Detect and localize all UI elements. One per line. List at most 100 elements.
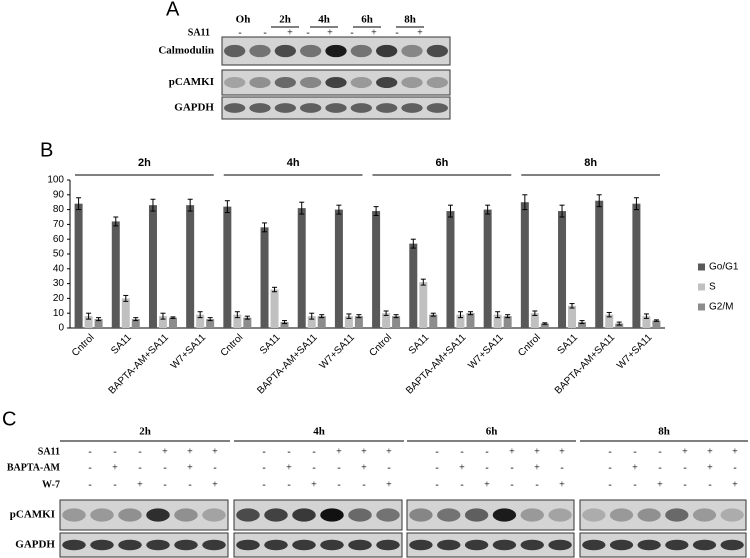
sign: - [510, 479, 513, 490]
error-bar [633, 197, 639, 211]
error-bar [336, 204, 342, 215]
time-label: 6h [361, 14, 373, 26]
group-label: 2h [138, 157, 151, 169]
bar [540, 323, 549, 328]
sign: + [682, 446, 688, 457]
bar [317, 316, 326, 328]
error-bar [410, 238, 416, 249]
panel-label: B [40, 139, 53, 161]
panel-label: A [166, 0, 180, 20]
band [249, 103, 271, 113]
sign: - [163, 479, 166, 490]
sign: - [362, 479, 365, 490]
band [376, 103, 398, 113]
sign: - [312, 446, 315, 457]
error-bar [319, 314, 325, 319]
sign: - [88, 479, 91, 490]
band [401, 44, 423, 58]
blot [233, 499, 403, 531]
sign: - [262, 479, 265, 490]
bar [196, 314, 205, 328]
error-bar [244, 315, 250, 320]
x-tick-label: SA11 [555, 332, 580, 357]
bar [530, 313, 539, 328]
sign: - [560, 462, 563, 473]
sign: + [137, 479, 143, 490]
bar [372, 211, 381, 328]
sign: + [534, 462, 540, 473]
bar [409, 243, 418, 328]
bar [456, 314, 465, 328]
sign: - [163, 462, 166, 473]
band [376, 508, 400, 522]
sign: - [608, 446, 611, 457]
bar [568, 305, 577, 328]
band [300, 77, 322, 88]
time-label: 2h [139, 426, 151, 438]
sign: + [287, 27, 293, 38]
bar [233, 314, 242, 328]
error-bar [346, 313, 352, 319]
band [224, 44, 246, 58]
band [376, 539, 400, 551]
sign: - [88, 462, 91, 473]
sign: - [262, 462, 265, 473]
bar [493, 314, 502, 328]
y-tick-label: 90 [53, 189, 65, 200]
error-bar [76, 197, 82, 211]
band [90, 539, 114, 551]
sign: - [138, 446, 141, 457]
y-tick-label: 70 [53, 219, 65, 230]
row-label: GAPDH [15, 539, 55, 551]
band [609, 508, 634, 522]
y-tick-label: 20 [53, 293, 65, 304]
sign: + [732, 446, 738, 457]
band [300, 44, 322, 58]
bar [520, 202, 529, 328]
bar [605, 314, 614, 328]
bar [382, 313, 391, 328]
sign: - [113, 479, 116, 490]
sign: - [213, 462, 216, 473]
sign: - [287, 446, 290, 457]
band [548, 508, 572, 522]
group-label: 8h [584, 157, 597, 169]
error-bar [532, 310, 538, 316]
bar [94, 319, 103, 328]
time-label: 8h [658, 426, 670, 438]
sign: - [683, 479, 686, 490]
band [492, 508, 517, 522]
sign: - [658, 446, 661, 457]
bar [131, 319, 140, 328]
sign: - [510, 462, 513, 473]
band [118, 539, 142, 551]
sign: - [113, 446, 116, 457]
error-bar [133, 317, 139, 322]
row-label: pCAMKI [169, 76, 214, 88]
error-bar [96, 317, 102, 322]
sign: - [683, 462, 686, 473]
bar [344, 316, 353, 328]
time-label: Oh [236, 14, 251, 26]
band [325, 77, 347, 88]
band [146, 539, 170, 551]
bar [392, 316, 401, 328]
time-label: 4h [318, 14, 330, 26]
band [350, 103, 372, 113]
error-bar [420, 278, 426, 286]
band [292, 508, 316, 522]
error-bar [272, 286, 278, 293]
sign: + [484, 479, 490, 490]
legend-swatch [698, 263, 705, 271]
error-bar [197, 311, 203, 319]
error-bar [356, 314, 362, 319]
band [274, 103, 296, 113]
error-bar [495, 311, 501, 319]
y-tick-label: 80 [53, 204, 65, 215]
sign: + [417, 27, 423, 38]
error-bar [447, 204, 453, 218]
band [720, 539, 744, 551]
blot [406, 532, 575, 558]
sign: - [708, 479, 711, 490]
band [202, 539, 226, 551]
